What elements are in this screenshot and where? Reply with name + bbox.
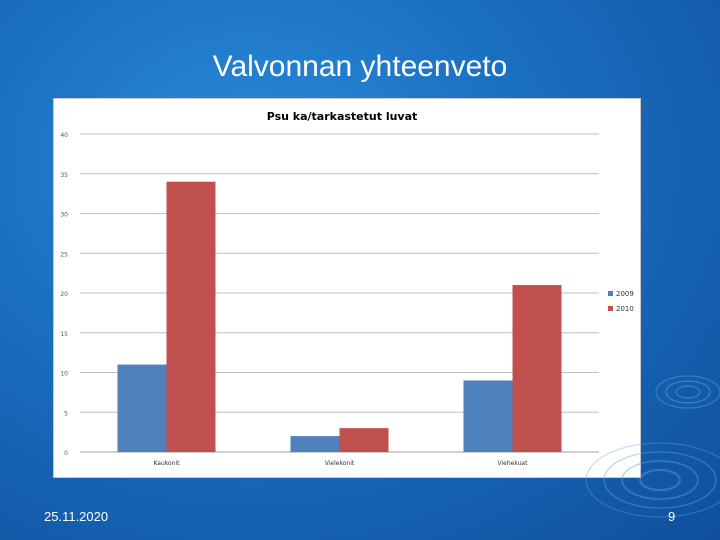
bar-2010-0 bbox=[166, 181, 216, 452]
y-tick-labels: 0 5 10 15 20 25 30 35 40 bbox=[60, 132, 68, 457]
chart-frame: Psu ka/tarkastetut luvat 0 5 10 15 20 25 30 35 4… bbox=[53, 98, 641, 478]
x-tick-label: Kaukonit bbox=[153, 460, 180, 467]
legend-label-2009: 2009 bbox=[616, 290, 634, 298]
legend-label-2010: 2010 bbox=[616, 305, 634, 313]
water-ripple-decoration bbox=[585, 375, 720, 518]
y-tick-label: 0 bbox=[64, 450, 68, 457]
y-tick-label: 5 bbox=[64, 410, 68, 417]
legend-swatch-2010 bbox=[608, 306, 613, 311]
y-tick-label: 30 bbox=[60, 212, 68, 219]
chart-title: Psu ka/tarkastetut luvat bbox=[267, 110, 418, 123]
x-tick-label: Viehekuat bbox=[498, 460, 529, 467]
legend-swatch-2009 bbox=[608, 291, 613, 296]
y-tick-label: 15 bbox=[60, 331, 68, 338]
bar-2009-1 bbox=[290, 436, 340, 452]
bar-2009-0 bbox=[117, 364, 167, 452]
bars bbox=[117, 181, 562, 452]
slide-date: 25.11.2020 bbox=[44, 509, 109, 524]
x-tick-labels: Kaukonit Vielekonit Viehekuat bbox=[153, 460, 528, 467]
bar-2010-2 bbox=[512, 285, 562, 452]
y-tick-label: 10 bbox=[60, 371, 68, 378]
y-tick-label: 25 bbox=[60, 251, 68, 258]
page-number: 9 bbox=[668, 509, 676, 524]
y-tick-label: 40 bbox=[60, 132, 68, 139]
x-tick-label: Vielekonit bbox=[325, 460, 355, 467]
bar-2009-2 bbox=[463, 380, 513, 452]
slide-title: Valvonnan yhteenveto bbox=[212, 50, 508, 83]
legend: 2009 2010 bbox=[608, 290, 634, 313]
bar-2010-1 bbox=[339, 428, 389, 452]
bar-chart: Psu ka/tarkastetut luvat 0 5 10 15 20 25 30 35 4… bbox=[60, 110, 634, 467]
y-tick-label: 20 bbox=[60, 291, 68, 298]
y-tick-label: 35 bbox=[60, 172, 68, 179]
